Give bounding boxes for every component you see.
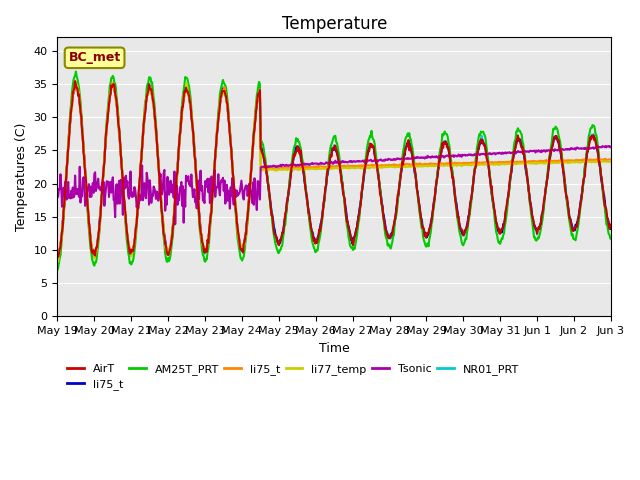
Legend: AirT, li75_t, AM25T_PRT, li75_t, li77_temp, Tsonic, NR01_PRT: AirT, li75_t, AM25T_PRT, li75_t, li77_te… xyxy=(63,360,524,395)
Y-axis label: Temperatures (C): Temperatures (C) xyxy=(15,123,28,231)
X-axis label: Time: Time xyxy=(319,342,349,355)
Title: Temperature: Temperature xyxy=(282,15,387,33)
Text: BC_met: BC_met xyxy=(68,51,121,64)
